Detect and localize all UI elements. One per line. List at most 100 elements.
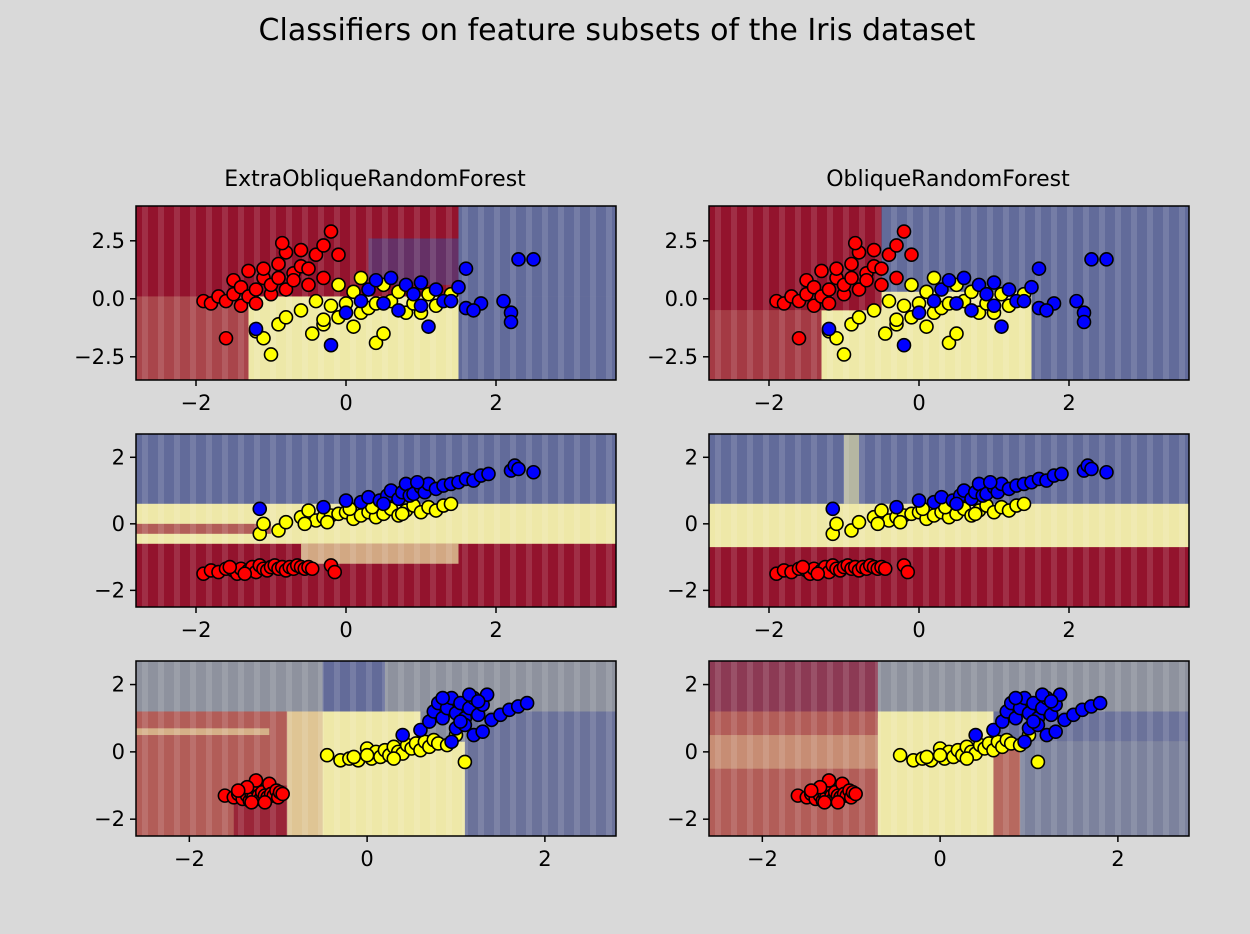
mesh-stripe <box>1115 434 1121 607</box>
mesh-stripe <box>779 206 785 380</box>
data-point <box>252 501 268 517</box>
mesh-stripe <box>1051 206 1057 380</box>
data-point <box>919 284 934 300</box>
data-point <box>359 747 375 763</box>
data-point <box>248 282 264 297</box>
data-point <box>829 261 844 276</box>
mesh-stripe <box>731 206 737 380</box>
mesh-stripe <box>334 661 340 836</box>
mesh-stripe <box>318 661 324 836</box>
data-point <box>346 319 361 334</box>
data-point <box>810 566 826 582</box>
mesh-stripe <box>875 661 881 836</box>
mesh-stripe <box>526 434 532 607</box>
x-tick-label: 2 <box>1111 847 1124 871</box>
data-point <box>376 326 391 341</box>
x-tick-label: 0 <box>360 847 373 871</box>
y-tick-label: 0 <box>685 512 698 536</box>
mesh-stripe <box>510 661 516 836</box>
data-point <box>1008 690 1023 706</box>
data-point <box>896 337 912 353</box>
mesh-stripe <box>558 206 564 380</box>
mesh-stripe <box>715 434 721 607</box>
data-point <box>406 286 421 302</box>
mesh-stripe <box>1099 206 1105 380</box>
y-tick-label: 0 <box>112 740 125 764</box>
data-point <box>904 247 919 263</box>
decision-region <box>458 206 616 297</box>
mesh-stripe <box>875 206 881 380</box>
data-point <box>458 261 474 276</box>
y-tick-label: −2 <box>667 578 698 602</box>
data-point <box>457 754 473 770</box>
mesh-stripe <box>1083 661 1089 836</box>
decision-region <box>322 661 385 712</box>
data-point <box>964 303 979 318</box>
data-point <box>986 275 1002 290</box>
y-tick-label: −2.5 <box>74 345 125 369</box>
decision-region <box>709 310 822 380</box>
data-point <box>256 261 271 276</box>
x-tick-label: 0 <box>933 847 946 871</box>
mesh-stripe <box>795 661 801 836</box>
decision-region <box>844 434 859 504</box>
mesh-stripe <box>366 434 372 607</box>
data-point <box>900 564 916 580</box>
data-point <box>435 690 450 706</box>
x-tick-label: 0 <box>912 391 925 415</box>
mesh-stripe <box>478 206 484 380</box>
data-point <box>896 224 912 239</box>
x-tick-label: 2 <box>1062 618 1075 642</box>
data-point <box>1076 314 1092 330</box>
data-point <box>889 312 904 327</box>
x-tick-label: 0 <box>912 618 925 642</box>
data-point <box>932 747 948 763</box>
data-point <box>331 277 346 293</box>
subplot-0-1: −2 0 2 −2.5 0.0 2.5 <box>647 205 1190 415</box>
mesh-stripe <box>238 661 244 836</box>
data-point <box>353 270 369 286</box>
data-point <box>866 242 882 258</box>
data-point <box>376 296 391 311</box>
axes-frame <box>135 660 617 837</box>
mesh-stripe <box>526 206 532 380</box>
data-point <box>1048 724 1063 739</box>
data-point <box>986 298 1002 314</box>
data-point <box>519 695 535 711</box>
data-point <box>237 566 253 582</box>
data-point <box>851 514 867 530</box>
data-point <box>941 335 957 351</box>
data-point <box>791 330 807 346</box>
mesh-stripe <box>478 434 484 607</box>
data-point <box>911 493 927 508</box>
data-point <box>271 256 286 272</box>
data-point <box>293 303 309 318</box>
mesh-stripe <box>302 661 308 836</box>
data-point <box>1016 496 1032 512</box>
decision-region <box>458 296 616 380</box>
data-point <box>1099 252 1114 267</box>
mesh-stripe <box>142 434 148 607</box>
mesh-stripe <box>763 434 769 607</box>
decision-region <box>136 523 271 534</box>
mesh-stripe <box>747 206 753 380</box>
mesh-stripe <box>542 434 548 607</box>
mesh-stripe <box>270 434 276 607</box>
data-point <box>353 293 369 309</box>
mesh-stripe <box>270 661 276 836</box>
data-point <box>806 279 822 295</box>
decision-region <box>709 735 878 769</box>
data-point <box>892 747 908 763</box>
y-tick-label: −2.5 <box>647 345 698 369</box>
mesh-stripe <box>1115 206 1121 380</box>
data-point <box>413 722 428 738</box>
mesh-stripe <box>1051 434 1057 607</box>
mesh-stripe <box>190 661 196 836</box>
mesh-stripe <box>158 434 164 607</box>
x-tick-label: 2 <box>489 391 502 415</box>
data-point <box>394 506 410 522</box>
data-point <box>971 277 987 293</box>
mesh-stripe <box>590 661 596 836</box>
subplot-1-1: −2 0 2 −2 0 2 <box>667 433 1190 642</box>
mesh-stripe <box>558 661 564 836</box>
